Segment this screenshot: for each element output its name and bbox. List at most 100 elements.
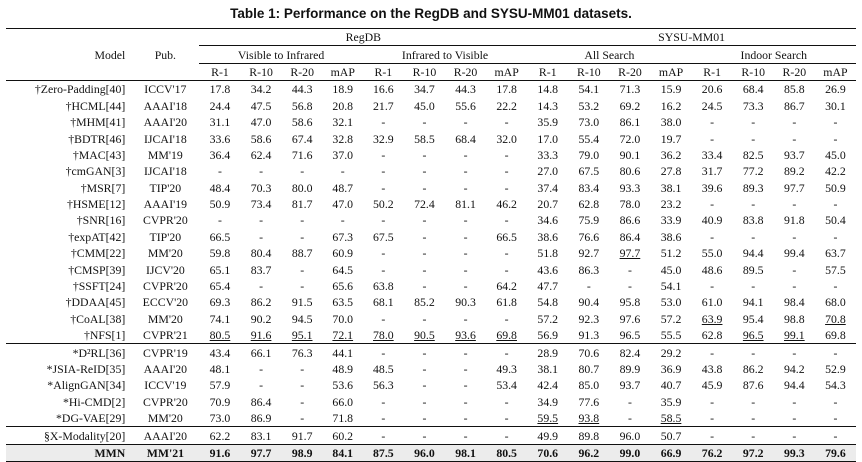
value-cell: - bbox=[751, 131, 756, 146]
header-infrared-to-visible: Infrared to Visible bbox=[362, 45, 528, 64]
value-cell: - bbox=[381, 262, 386, 277]
value-cell: - bbox=[259, 213, 264, 228]
value-cell: - bbox=[300, 378, 305, 393]
metric-header-r20: R-20 bbox=[444, 63, 487, 82]
value-cell: - bbox=[218, 213, 222, 228]
table-row: †MSR[7] TIP'20 48.4 70.3 80.0 48.7 - - - - 37.4 83.… bbox=[6, 180, 856, 196]
value-cell: 92.7 bbox=[578, 246, 600, 261]
header-visible-to-infrared: Visible to Infrared bbox=[199, 45, 363, 64]
value-cell: - bbox=[751, 279, 756, 294]
value-cell: 97.6 bbox=[619, 311, 641, 326]
value-cell: 91.3 bbox=[578, 328, 600, 343]
value-cell: 63.9 bbox=[701, 311, 723, 326]
value-cell: 86.1 bbox=[619, 115, 641, 130]
value-cell: - bbox=[732, 426, 774, 445]
metric-header-map: mAP bbox=[814, 63, 856, 82]
value-cell: 38.6 bbox=[660, 229, 682, 244]
table-caption: Table 1: Performance on the RegDB and SY… bbox=[230, 6, 632, 21]
value-cell: 22.2 bbox=[496, 98, 517, 113]
value-cell: - bbox=[792, 394, 797, 409]
value-cell: 20.6 bbox=[691, 80, 733, 98]
value-cell: - bbox=[403, 426, 445, 445]
value-cell: 86.6 bbox=[619, 213, 641, 228]
value-cell: 48.7 bbox=[332, 180, 354, 195]
value-cell: 34.6 bbox=[537, 213, 559, 228]
metric-header-map: mAP bbox=[322, 63, 363, 82]
value-cell: - bbox=[486, 343, 528, 361]
value-cell: 59.8 bbox=[209, 246, 231, 261]
model-cell: †SSFT[24] bbox=[72, 279, 126, 294]
value-cell: 86.2 bbox=[742, 362, 764, 376]
value-cell: 53.4 bbox=[496, 378, 517, 393]
value-cell: 79.6 bbox=[814, 443, 856, 462]
value-cell: - bbox=[504, 246, 509, 261]
metric-header-r1: R-1 bbox=[199, 63, 241, 82]
value-cell: 33.3 bbox=[537, 147, 559, 162]
value-cell: 27.0 bbox=[537, 164, 559, 179]
value-cell: 70.3 bbox=[250, 180, 272, 195]
value-cell: 36.9 bbox=[660, 362, 682, 376]
value-cell: - bbox=[463, 164, 468, 179]
value-cell: 49.9 bbox=[527, 426, 569, 445]
model-cell: †HSME[12] bbox=[66, 197, 126, 212]
value-cell: - bbox=[627, 262, 632, 277]
value-cell: 37.0 bbox=[332, 147, 354, 162]
value-cell: - bbox=[751, 229, 756, 244]
value-cell: 69.8 bbox=[496, 328, 517, 343]
table-row: †SSFT[24] CVPR'20 65.4 - - 65.6 63.8 - - 64.2 47.7… bbox=[6, 278, 856, 294]
value-cell: 92.3 bbox=[578, 311, 600, 326]
value-cell: 61.8 bbox=[496, 295, 517, 310]
table-row: †MHM[41] AAAI'20 31.1 47.0 58.6 32.1 - - - - 35.9 7… bbox=[6, 114, 856, 130]
value-cell: 82.5 bbox=[742, 147, 764, 162]
value-cell: 71.3 bbox=[609, 80, 651, 98]
value-cell: 90.1 bbox=[619, 147, 641, 162]
value-cell: 86.4 bbox=[619, 229, 641, 244]
value-cell: 53.6 bbox=[332, 378, 354, 393]
value-cell: - bbox=[504, 147, 509, 162]
value-cell: 55.0 bbox=[701, 246, 723, 261]
value-cell: - bbox=[300, 279, 305, 294]
value-cell: 61.0 bbox=[701, 295, 723, 310]
value-cell: - bbox=[463, 147, 468, 162]
value-cell: 83.1 bbox=[240, 426, 282, 445]
value-cell: 66.1 bbox=[240, 343, 282, 361]
value-cell: - bbox=[710, 394, 715, 409]
metric-header-map: mAP bbox=[650, 63, 692, 82]
value-cell: - bbox=[340, 213, 345, 228]
value-cell: 69.3 bbox=[209, 295, 231, 310]
value-cell: 62.8 bbox=[578, 197, 600, 212]
value-cell: 33.6 bbox=[209, 131, 231, 146]
value-cell: 91.6 bbox=[250, 328, 272, 343]
value-cell: - bbox=[381, 147, 386, 162]
value-cell: 53.2 bbox=[578, 98, 600, 113]
table-row: †CMM[22] MM'20 59.8 80.4 88.7 60.9 - - - - 51.8 92.… bbox=[6, 245, 856, 261]
value-cell: 88.7 bbox=[291, 246, 313, 261]
value-cell: 81.7 bbox=[291, 197, 313, 212]
value-cell: 99.4 bbox=[783, 246, 805, 261]
pub-cell: MM'20 bbox=[147, 246, 183, 261]
value-cell: - bbox=[814, 343, 856, 361]
value-cell: - bbox=[381, 394, 386, 409]
value-cell: 21.7 bbox=[373, 98, 394, 113]
pub-cell: CVPR'20 bbox=[142, 279, 188, 294]
value-cell: - bbox=[586, 279, 591, 294]
value-cell: - bbox=[422, 164, 427, 179]
pub-cell: IJCAI'18 bbox=[143, 164, 187, 179]
value-cell: 76.3 bbox=[281, 343, 323, 361]
metric-header-r1: R-1 bbox=[527, 63, 569, 82]
model-cell: †cmGAN[3] bbox=[65, 164, 126, 179]
value-cell: 15.9 bbox=[650, 80, 692, 98]
value-cell: 89.8 bbox=[568, 426, 610, 445]
value-cell: - bbox=[422, 180, 427, 195]
metric-header-r20: R-20 bbox=[281, 63, 323, 82]
pub-cell: TIP'20 bbox=[149, 180, 182, 195]
value-cell: 69.2 bbox=[619, 98, 641, 113]
model-cell: †SNR[16] bbox=[76, 213, 126, 228]
value-cell: 85.0 bbox=[578, 378, 600, 393]
metric-header-r10: R-10 bbox=[240, 63, 282, 82]
header-regdb: RegDB bbox=[199, 27, 528, 47]
value-cell: - bbox=[422, 378, 427, 393]
value-cell: - bbox=[773, 343, 815, 361]
value-cell: - bbox=[833, 229, 838, 244]
value-cell: 79.0 bbox=[578, 147, 600, 162]
